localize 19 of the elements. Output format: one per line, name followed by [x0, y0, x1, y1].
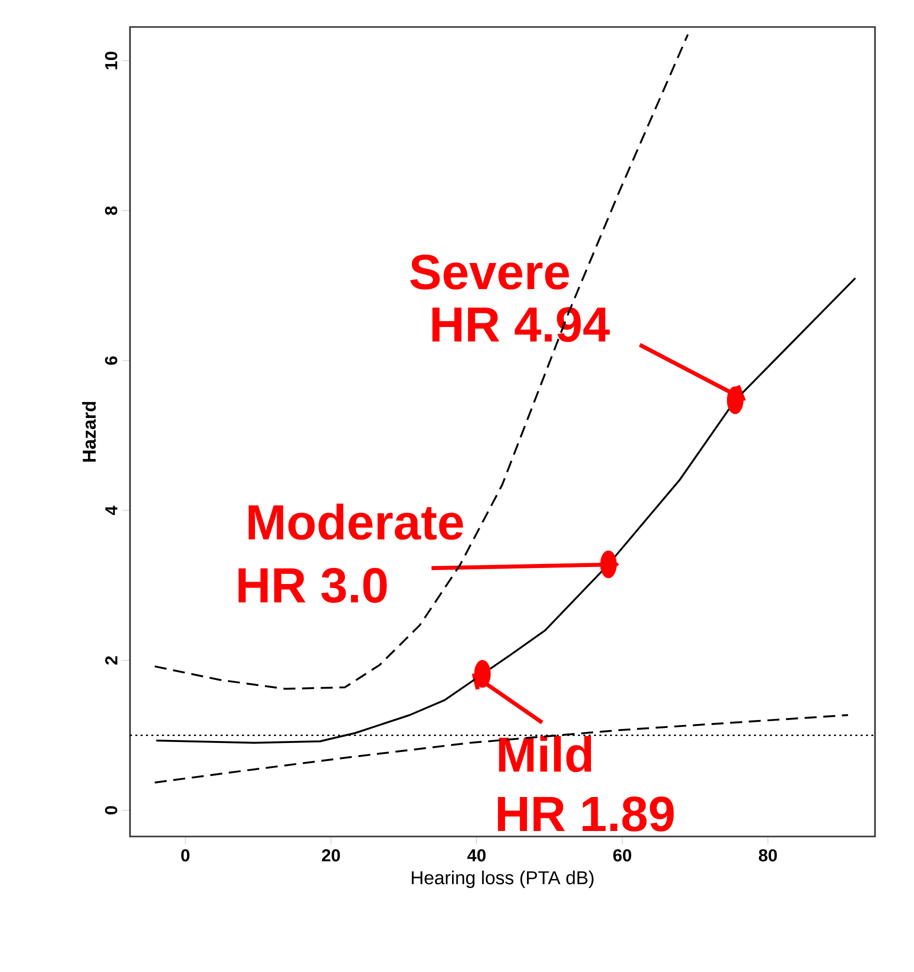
- y-tick-label: 6: [105, 356, 118, 365]
- x-tick-label: 80: [758, 849, 777, 862]
- y-tick-label: 0: [105, 806, 118, 814]
- annotation: Moderate: [248, 504, 463, 540]
- annotation: Mild: [499, 736, 592, 772]
- y-tick-label: 2: [105, 656, 118, 665]
- y-tick-label: 10: [105, 52, 118, 70]
- y-tick-label: 4: [105, 506, 118, 515]
- x-tick-label: 40: [467, 849, 486, 862]
- x-tick-label: 60: [613, 849, 632, 862]
- annotation: HR 3.0: [238, 568, 387, 603]
- x-tick-label: 0: [181, 849, 190, 862]
- x-axis-title: Hearing loss (PTA dB): [412, 870, 594, 888]
- y-axis-title: Hazard: [82, 402, 96, 462]
- annotation: HR 4.94: [432, 307, 610, 342]
- x-tick-label: 20: [322, 849, 340, 862]
- annotation: Severe: [410, 254, 569, 290]
- annotation: HR 1.89: [498, 796, 674, 832]
- y-tick-label: 8: [105, 206, 118, 215]
